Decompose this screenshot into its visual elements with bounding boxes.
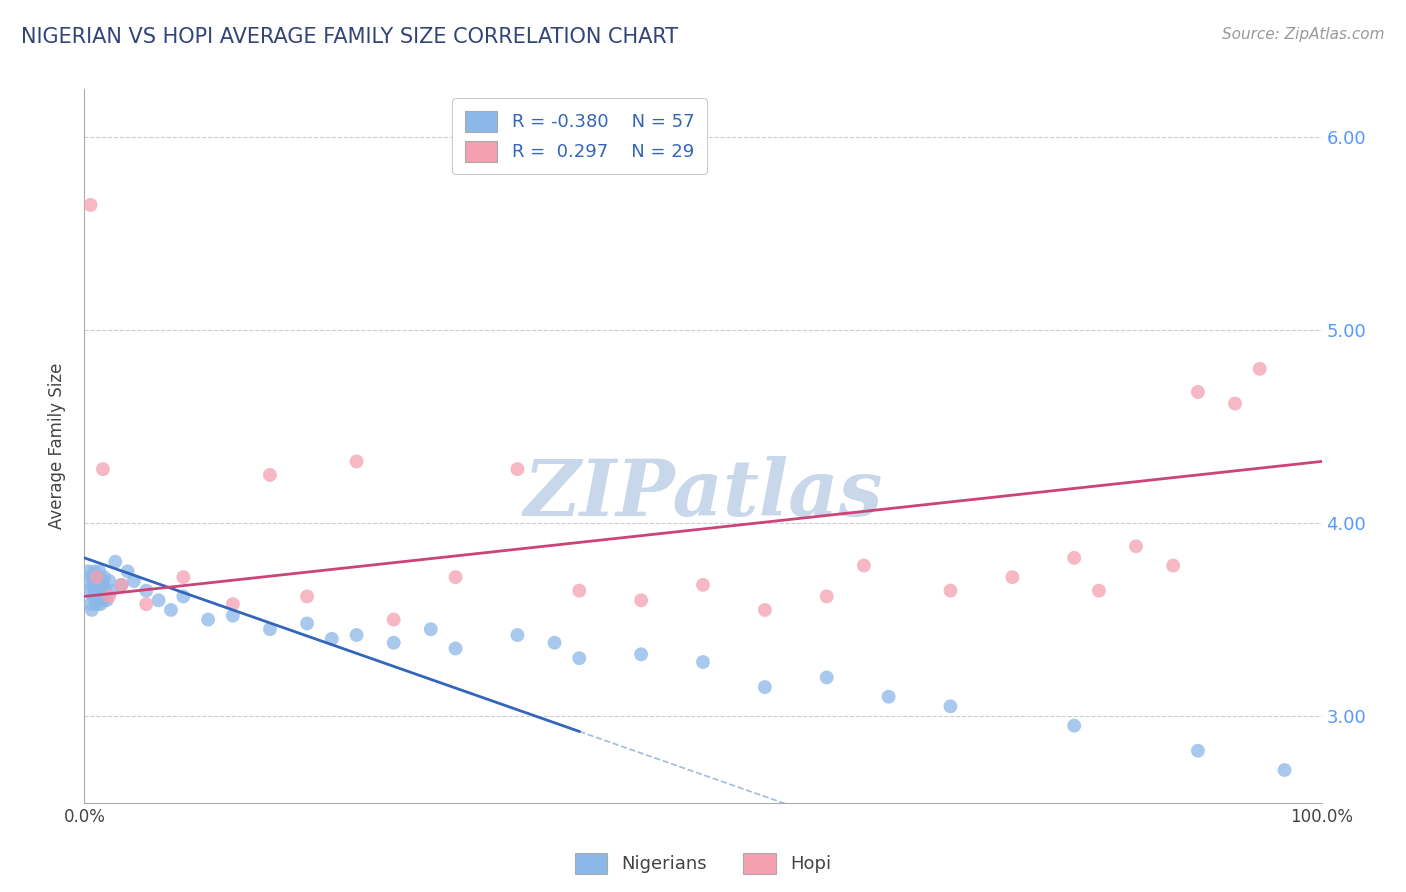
Point [110, 578, 132, 592]
Point [91, 462, 114, 476]
Point [295, 590, 318, 604]
Point [110, 578, 132, 592]
Point [382, 613, 405, 627]
Point [1249, 362, 1271, 376]
Point [295, 616, 318, 631]
Point [79, 597, 101, 611]
Point [172, 590, 194, 604]
Text: Source: ZipAtlas.com: Source: ZipAtlas.com [1222, 27, 1385, 42]
Point [630, 593, 652, 607]
Point [506, 628, 529, 642]
Point [79, 198, 101, 212]
Point [222, 608, 245, 623]
Point [87, 574, 110, 588]
Point [815, 590, 838, 604]
Point [89, 565, 111, 579]
Point [568, 651, 591, 665]
Point [1223, 396, 1246, 410]
Point [346, 454, 368, 468]
Point [754, 680, 776, 694]
Point [79, 583, 101, 598]
Point [160, 603, 183, 617]
Point [1063, 550, 1085, 565]
Point [86, 570, 108, 584]
Point [630, 648, 652, 662]
Point [87, 583, 110, 598]
Point [692, 578, 714, 592]
Point [98, 590, 121, 604]
Point [89, 593, 111, 607]
Legend: Nigerians, Hopi: Nigerians, Hopi [562, 840, 844, 887]
Text: ZIPatlas: ZIPatlas [523, 456, 883, 533]
Point [1187, 744, 1209, 758]
Point [382, 636, 405, 650]
Point [148, 593, 170, 607]
Point [1161, 558, 1184, 573]
Point [419, 622, 441, 636]
Point [346, 628, 368, 642]
Point [939, 583, 962, 598]
Point [80, 578, 103, 592]
Text: NIGERIAN VS HOPI AVERAGE FAMILY SIZE CORRELATION CHART: NIGERIAN VS HOPI AVERAGE FAMILY SIZE COR… [21, 27, 678, 46]
Point [93, 570, 115, 584]
Point [506, 462, 529, 476]
Point [444, 570, 467, 584]
Point [1274, 763, 1296, 777]
Point [135, 583, 157, 598]
Point [117, 565, 139, 579]
Point [1088, 583, 1111, 598]
Point [80, 603, 103, 617]
Point [754, 603, 776, 617]
Y-axis label: Average Family Size: Average Family Size [48, 363, 66, 529]
Point [568, 583, 591, 598]
Point [82, 574, 104, 588]
Point [83, 565, 105, 579]
Point [82, 590, 104, 604]
Point [197, 613, 219, 627]
Point [91, 593, 114, 607]
Point [89, 583, 111, 598]
Point [852, 558, 875, 573]
Point [94, 583, 117, 598]
Point [100, 583, 122, 598]
Point [692, 655, 714, 669]
Point [79, 570, 101, 584]
Point [89, 597, 111, 611]
Point [90, 574, 112, 588]
Point [86, 597, 108, 611]
Point [321, 632, 343, 646]
Point [259, 467, 281, 482]
Point [815, 670, 838, 684]
Point [122, 574, 145, 588]
Point [877, 690, 900, 704]
Point [259, 622, 281, 636]
Point [543, 636, 565, 650]
Point [172, 570, 194, 584]
Point [1187, 384, 1209, 399]
Point [96, 593, 118, 607]
Point [84, 593, 107, 607]
Point [104, 555, 127, 569]
Point [1125, 539, 1147, 553]
Point [135, 597, 157, 611]
Point [222, 597, 245, 611]
Point [1001, 570, 1024, 584]
Point [91, 578, 114, 592]
Point [83, 583, 105, 598]
Point [86, 570, 108, 584]
Point [444, 641, 467, 656]
Point [77, 565, 100, 579]
Point [98, 574, 121, 588]
Point [939, 699, 962, 714]
Point [1063, 719, 1085, 733]
Point [84, 578, 107, 592]
